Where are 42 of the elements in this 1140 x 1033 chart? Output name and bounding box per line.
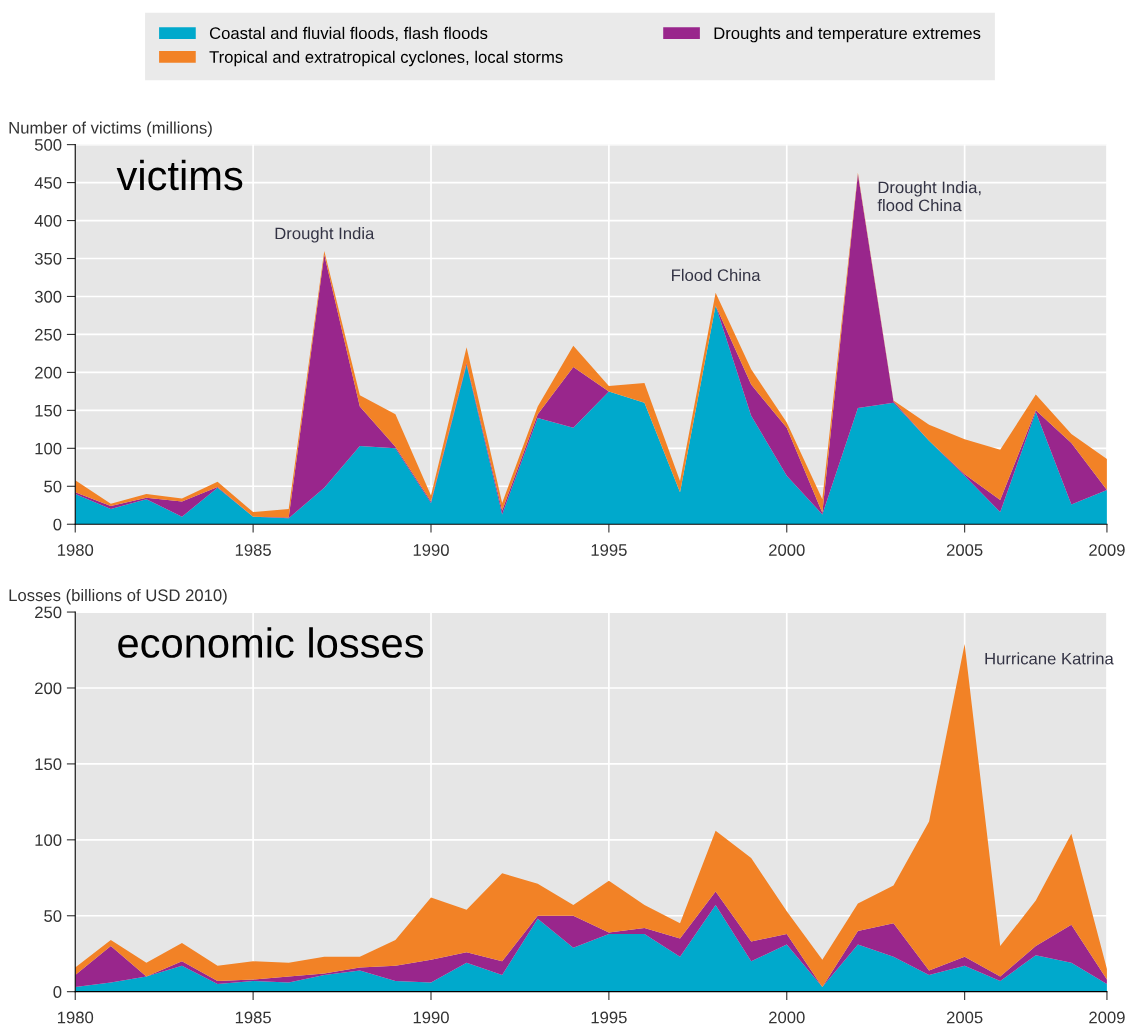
y-tick-label: 250 <box>35 328 62 341</box>
y-tick-label: 200 <box>35 682 62 695</box>
x-tick-label: 1985 <box>235 544 271 556</box>
x-tick-label: 2000 <box>769 544 805 556</box>
x-tick-label: 1995 <box>591 544 627 556</box>
legend-label: Tropical and extratropical cyclones, local storms <box>209 50 563 67</box>
x-tick-label: 1985 <box>235 1011 271 1024</box>
x-tick-label: 1990 <box>413 1011 449 1024</box>
annotation: Hurricane Katrina <box>985 652 1114 665</box>
x-tick-label: 1995 <box>591 1011 627 1024</box>
y-tick-label: 250 <box>35 606 62 619</box>
y-tick-label: 50 <box>44 480 62 493</box>
y-tick-label: 200 <box>35 366 62 379</box>
y-tick-label: 50 <box>44 910 62 922</box>
legend-label: Droughts and temperature extremes <box>714 26 981 43</box>
legend-label: Coastal and fluvial floods, flash floods <box>209 26 488 42</box>
annotation: Flood China <box>672 268 761 282</box>
annotation: economic losses <box>118 627 424 658</box>
y-axis-title: Number of victims (millions) <box>9 121 212 138</box>
y-tick-label: 300 <box>34 290 62 303</box>
y-tick-label: 0 <box>53 986 62 998</box>
x-tick-label: 2009 <box>1089 1011 1125 1024</box>
x-tick-label: 1980 <box>57 544 94 556</box>
x-tick-label: 1980 <box>57 1011 94 1024</box>
x-tick-label: 2005 <box>946 544 983 556</box>
y-tick-label: 100 <box>35 442 62 455</box>
y-tick-label: 0 <box>53 518 62 531</box>
x-tick-label: 2005 <box>946 1011 983 1024</box>
y-tick-label: 400 <box>34 214 62 227</box>
y-tick-label: 100 <box>35 834 62 847</box>
y-tick-label: 500 <box>34 139 62 151</box>
y-tick-label: 150 <box>35 404 62 417</box>
y-tick-label: 150 <box>35 758 62 771</box>
y-tick-label: 450 <box>34 176 62 189</box>
x-tick-label: 1990 <box>413 544 449 556</box>
annotation: victims <box>116 159 243 191</box>
y-axis-title: Losses (billions of USD 2010) <box>9 588 227 605</box>
annotation: Drought India <box>275 227 375 243</box>
x-tick-label: 2009 <box>1089 544 1125 556</box>
annotation: Drought India, flood China <box>877 181 981 212</box>
x-tick-label: 2000 <box>769 1011 805 1024</box>
y-tick-label: 350 <box>34 252 62 265</box>
